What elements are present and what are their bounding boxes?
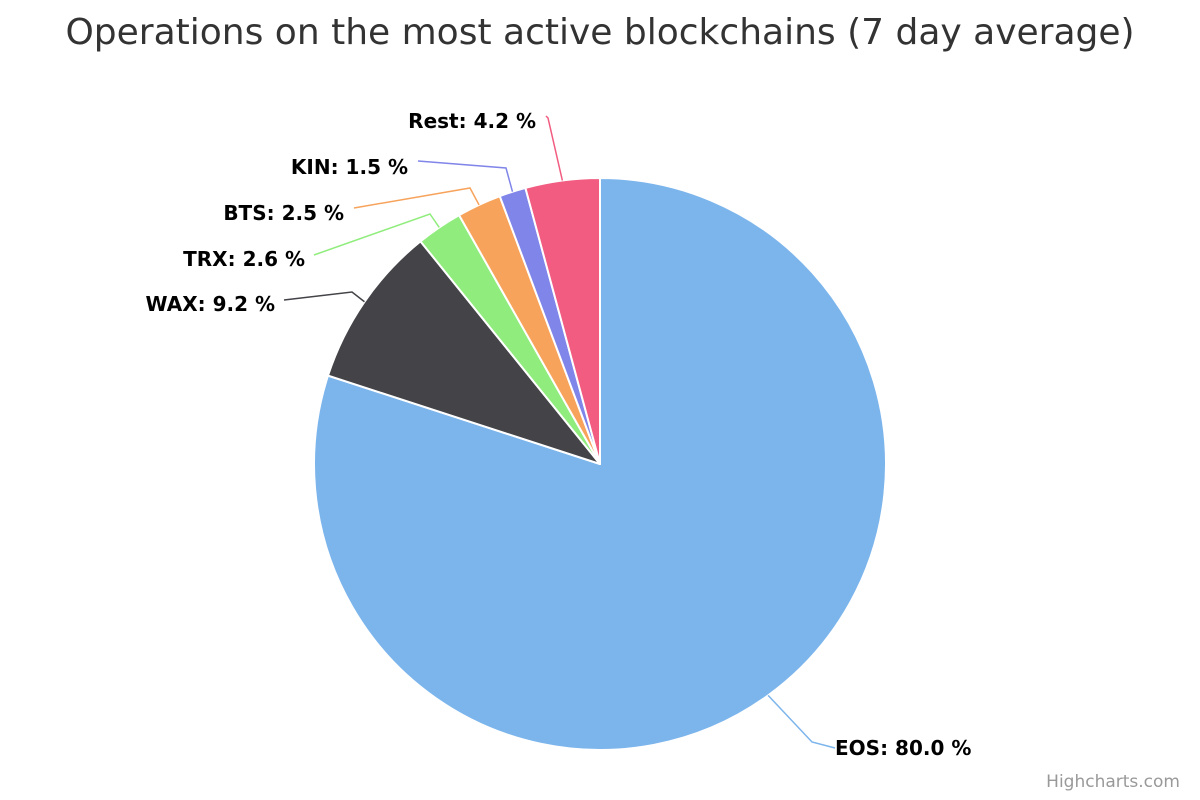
pie-slices bbox=[313, 177, 887, 751]
data-label-bts: BTS: 2.5 % bbox=[223, 201, 344, 225]
data-label-wax: WAX: 9.2 % bbox=[146, 292, 275, 316]
data-label-eos: EOS: 80.0 % bbox=[835, 736, 971, 760]
connector-kin bbox=[417, 160, 514, 192]
connector-eos bbox=[767, 694, 836, 749]
connector-trx bbox=[313, 213, 440, 256]
credits-link[interactable]: Highcharts.com bbox=[1046, 772, 1180, 792]
data-label-kin: KIN: 1.5 % bbox=[291, 155, 408, 179]
connector-rest bbox=[545, 115, 564, 181]
data-labels: EOS: 80.0 % WAX: 9.2 % TRX: 2.6 % BTS: 2.5 … bbox=[146, 109, 972, 760]
pie-slice-rest[interactable] bbox=[524, 177, 601, 465]
pie-slice-wax[interactable] bbox=[326, 240, 601, 465]
chart-title: Operations on the most active blockchain… bbox=[65, 12, 1135, 53]
connector-wax bbox=[283, 291, 365, 303]
data-label-trx: TRX: 2.6 % bbox=[183, 247, 305, 271]
data-label-rest: Rest: 4.2 % bbox=[408, 109, 536, 133]
connector-bts bbox=[353, 187, 480, 209]
label-connectors bbox=[283, 115, 836, 749]
